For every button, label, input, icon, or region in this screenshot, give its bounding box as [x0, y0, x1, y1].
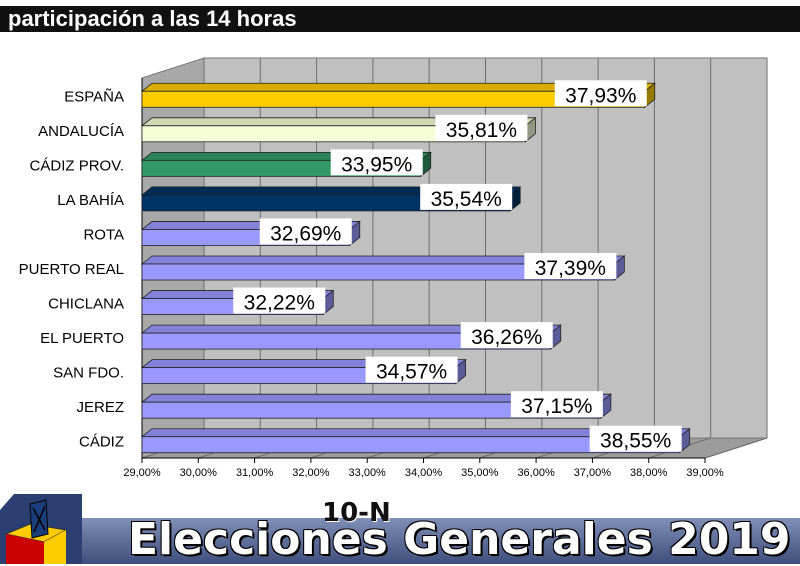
data-label: 38,55% [600, 430, 671, 453]
data-label: 32,69% [270, 222, 341, 245]
category-label: ROTA [83, 226, 124, 243]
category-label: ANDALUCÍA [38, 123, 124, 140]
category-label: CÁDIZ [79, 434, 124, 451]
x-tick-label: 32,00% [292, 467, 330, 479]
x-tick-label: 34,00% [405, 467, 443, 479]
data-label: 35,54% [431, 188, 502, 211]
header-bar [0, 6, 800, 32]
x-tick-label: 35,00% [461, 467, 499, 479]
data-label: 33,95% [341, 153, 412, 176]
x-tick-label: 38,00% [630, 467, 668, 479]
floor-gridline [704, 437, 768, 459]
header: participación a las 14 horas [0, 0, 800, 38]
participation-bar-chart: 29,00% 30,00% 31,00% 32,00% 33,00% 34,00% 35,0… [19, 57, 768, 479]
x-tick-label: 30,00% [180, 467, 218, 479]
category-label: ESPAÑA [64, 88, 124, 105]
footer: 10-N Elecciones Generales 2019 [0, 490, 800, 565]
data-label-bg [589, 425, 682, 452]
election-badge: 10-N [322, 498, 391, 528]
category-label: CHICLANA [48, 296, 124, 313]
data-label-bg [460, 322, 553, 349]
data-label-bg [524, 253, 617, 279]
category-label: PUERTO REAL [19, 261, 124, 278]
x-tick-label: 33,00% [349, 467, 387, 479]
x-tick-label: 36,00% [517, 467, 555, 479]
data-label: 36,26% [471, 326, 542, 349]
data-label-bg [435, 114, 528, 141]
data-label-bg [365, 356, 458, 383]
footer-title: Elecciones Generales 2019 [128, 514, 791, 565]
data-label-bg [554, 80, 647, 107]
category-label: CÁDIZ PROV. [30, 157, 124, 174]
footer-banner [60, 518, 800, 564]
category-label: SAN FDO. [53, 365, 124, 382]
data-label: 34,57% [376, 361, 447, 384]
data-label: 32,22% [244, 292, 315, 315]
data-label: 37,93% [565, 84, 636, 107]
x-tick-label: 39,00% [686, 467, 724, 479]
data-label-bg [233, 287, 326, 314]
ballot-box-icon [0, 494, 82, 564]
data-label-bg [259, 218, 352, 245]
data-label: 37,39% [535, 257, 606, 280]
x-tick-label: 37,00% [574, 467, 612, 479]
x-tick-label: 31,00% [236, 467, 274, 479]
category-label: JEREZ [76, 399, 124, 416]
data-label: 35,81% [446, 119, 517, 142]
page-title: participación a las 14 horas [8, 6, 297, 31]
category-label: EL PUERTO [40, 330, 124, 347]
data-label-bg [330, 149, 423, 176]
category-label: LA BAHÍA [57, 192, 124, 209]
x-tick-label: 29,00% [123, 467, 161, 479]
data-label: 37,15% [521, 395, 592, 418]
data-label-bg [510, 391, 603, 418]
data-label-bg [420, 183, 513, 210]
